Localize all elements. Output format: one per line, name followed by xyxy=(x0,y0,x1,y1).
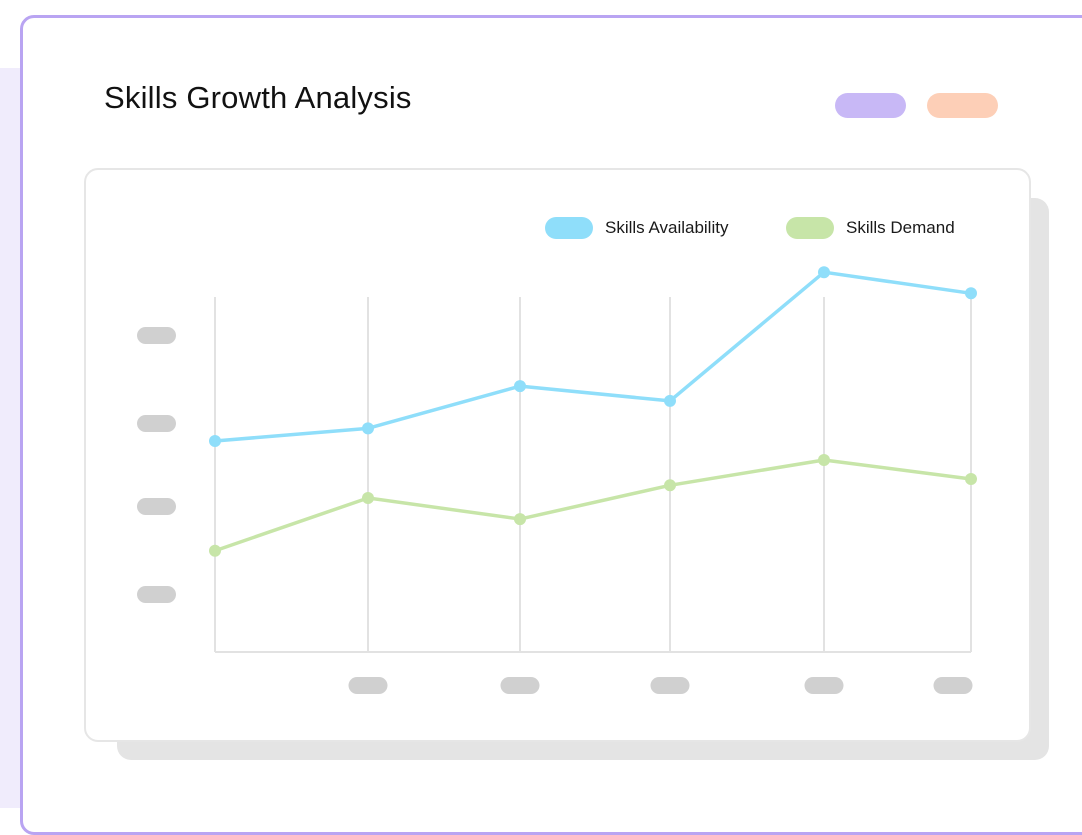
data-point-availability-4 xyxy=(664,394,676,407)
legend-label-availability: Skills Availability xyxy=(605,218,729,237)
series-line-availability xyxy=(213,270,973,443)
data-point-demand-1 xyxy=(209,544,221,557)
y-tick-placeholder-1 xyxy=(137,327,176,344)
legend-swatch-demand xyxy=(786,217,834,239)
data-point-availability-3 xyxy=(514,380,526,393)
y-tick-placeholder-4 xyxy=(137,586,176,603)
legend-item-demand[interactable]: Skills Demand xyxy=(786,216,955,240)
x-tick-placeholder-5 xyxy=(933,677,973,694)
peach-pill-button[interactable] xyxy=(927,93,998,118)
data-point-demand-6 xyxy=(965,472,977,485)
page-title: Skills Growth Analysis xyxy=(104,80,412,115)
line-chart xyxy=(137,266,977,694)
chart-panel xyxy=(84,168,1031,742)
y-tick-placeholder-2 xyxy=(137,415,176,432)
legend-item-availability[interactable]: Skills Availability xyxy=(545,216,728,240)
legend-label-demand: Skills Demand xyxy=(846,218,955,237)
data-point-availability-2 xyxy=(362,422,374,435)
data-point-demand-5 xyxy=(818,453,830,466)
series-line-demand xyxy=(213,458,973,553)
data-point-availability-6 xyxy=(965,287,977,300)
data-point-availability-5 xyxy=(818,266,830,279)
x-tick-placeholder-4 xyxy=(804,677,844,694)
data-point-demand-4 xyxy=(664,479,676,492)
x-tick-placeholder-2 xyxy=(500,677,540,694)
y-tick-placeholder-3 xyxy=(137,498,176,515)
x-tick-placeholder-1 xyxy=(348,677,388,694)
data-point-demand-3 xyxy=(514,513,526,526)
data-point-availability-1 xyxy=(209,435,221,447)
purple-pill-button[interactable] xyxy=(835,93,906,118)
x-tick-placeholder-3 xyxy=(650,677,690,694)
data-point-demand-2 xyxy=(362,491,374,504)
legend-swatch-availability xyxy=(545,217,593,239)
